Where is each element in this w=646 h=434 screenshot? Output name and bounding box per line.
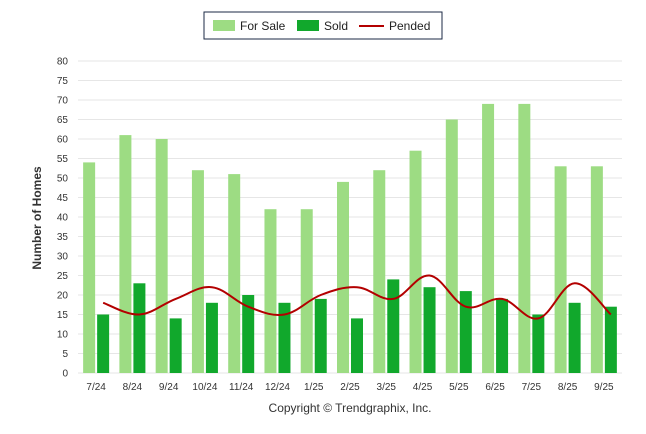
- y-tick-label: 75: [57, 76, 69, 87]
- legend-label-pended: Pended: [389, 19, 430, 33]
- bar-for-sale: [228, 174, 241, 373]
- pended-line: [102, 274, 612, 320]
- bar-for-sale: [300, 209, 313, 373]
- bars: [83, 103, 617, 374]
- x-tick-label: 11/24: [229, 382, 254, 393]
- x-tick-label: 4/25: [413, 382, 433, 393]
- y-tick-label: 55: [57, 154, 69, 165]
- legend-swatch-for-sale: [213, 20, 235, 31]
- x-tick-label: 5/25: [449, 382, 469, 393]
- x-tick-label: 10/24: [192, 382, 217, 393]
- bar-sold: [278, 302, 291, 373]
- x-tick-label: 7/25: [522, 382, 542, 393]
- x-tick-label: 8/25: [558, 382, 578, 393]
- bar-for-sale: [155, 139, 168, 373]
- legend-box: [203, 11, 443, 40]
- y-tick-label: 10: [57, 330, 69, 341]
- x-tick-label: 6/25: [485, 382, 505, 393]
- bar-for-sale: [119, 135, 132, 373]
- y-tick-label: 35: [57, 232, 69, 243]
- bar-sold: [496, 298, 509, 373]
- bar-for-sale: [445, 119, 458, 373]
- bar-sold: [532, 314, 545, 373]
- y-tick-label: 60: [57, 135, 69, 146]
- bar-for-sale: [590, 166, 603, 373]
- legend-label-for-sale: For Sale: [240, 19, 286, 33]
- y-axis-ticks: 0 5 10 15 20 25 30 35 40 45 50 55 60 65 70 75 80: [57, 57, 69, 380]
- x-tick-label: 12/24: [265, 382, 290, 393]
- x-tick-label: 3/25: [377, 382, 397, 393]
- legend-swatch-sold: [297, 20, 319, 31]
- x-tick-label: 2/25: [340, 382, 360, 393]
- bar-for-sale: [191, 170, 204, 373]
- y-tick-label: 70: [57, 96, 69, 107]
- bar-for-sale: [373, 170, 386, 373]
- bar-for-sale: [83, 162, 96, 373]
- x-tick-label: 9/24: [159, 382, 179, 393]
- x-tick-label: 9/25: [594, 382, 614, 393]
- x-tick-label: 1/25: [304, 382, 324, 393]
- y-tick-label: 15: [57, 310, 69, 321]
- y-axis-label: Number of Homes: [30, 166, 44, 270]
- bar-sold: [97, 314, 110, 373]
- copyright-caption: Copyright © Trendgraphix, Inc.: [269, 401, 432, 415]
- x-tick-label: 8/24: [123, 382, 143, 393]
- bar-sold: [423, 287, 436, 373]
- legend: For Sale Sold Pended: [203, 11, 443, 40]
- bar-for-sale: [518, 103, 531, 374]
- bar-sold: [242, 295, 255, 373]
- bar-sold: [351, 318, 363, 373]
- y-tick-label: 50: [57, 174, 69, 185]
- bar-sold: [387, 279, 400, 373]
- bar-sold: [459, 291, 472, 373]
- gridlines: [78, 60, 622, 374]
- y-tick-label: 40: [57, 213, 69, 224]
- y-tick-label: 45: [57, 193, 69, 204]
- x-axis-ticks: 7/24 8/24 9/24 10/24 11/24 12/24 1/25 2/25 3/25 4…: [86, 382, 614, 393]
- y-tick-label: 30: [57, 252, 69, 263]
- y-tick-label: 80: [57, 57, 69, 68]
- bar-for-sale: [264, 209, 277, 373]
- y-tick-label: 0: [62, 369, 68, 380]
- bar-sold: [568, 302, 581, 373]
- bar-sold: [169, 318, 182, 373]
- legend-label-sold: Sold: [324, 19, 348, 33]
- bar-sold: [133, 283, 146, 373]
- bar-sold: [314, 298, 327, 373]
- y-tick-label: 5: [62, 349, 68, 360]
- bar-for-sale: [554, 166, 567, 373]
- y-tick-label: 65: [57, 115, 69, 126]
- bar-for-sale: [409, 150, 422, 373]
- bar-sold: [205, 302, 218, 373]
- bar-sold: [604, 306, 617, 373]
- y-tick-label: 20: [57, 291, 69, 302]
- pended-line-group: [102, 274, 612, 320]
- x-tick-label: 7/24: [86, 382, 106, 393]
- y-tick-label: 25: [57, 271, 69, 282]
- bar-for-sale: [337, 181, 349, 373]
- bar-for-sale: [482, 103, 495, 374]
